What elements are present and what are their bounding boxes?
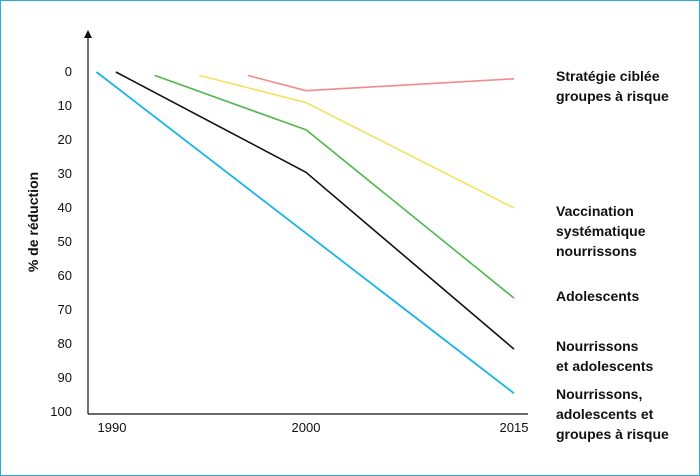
- y-tick-label: 80: [58, 336, 72, 351]
- series-label-line: Vaccination: [556, 203, 634, 219]
- x-tick-label: 2000: [292, 420, 321, 435]
- series-label-line: groupes à risque: [556, 426, 669, 442]
- y-axis-label: % de réduction: [25, 172, 41, 272]
- series-line: [95, 71, 515, 395]
- y-tick-label: 10: [58, 98, 72, 113]
- series-line: [115, 71, 515, 350]
- series-label: Vaccination systématique nourrissons: [556, 203, 646, 259]
- series-line: [247, 74, 515, 92]
- x-tick-label: 2015: [500, 420, 529, 435]
- series-label-line: adolescents et: [556, 406, 654, 422]
- series-line: [154, 74, 515, 299]
- y-axis-arrow-icon: [84, 30, 92, 38]
- series-label: Adolescents: [556, 288, 639, 304]
- y-tick-label: 0: [65, 64, 72, 79]
- series-label: Nourrissons, adolescents et groupes à risq…: [556, 386, 669, 442]
- y-axis-label-group: % de réduction: [25, 172, 41, 272]
- series-labels: Stratégie ciblée groupes à risque Vaccinat…: [556, 68, 669, 442]
- axes: [84, 30, 528, 415]
- series-label-line: Nourrissons: [556, 338, 639, 354]
- series-label-line: Nourrissons,: [556, 386, 642, 402]
- y-tick-label: 90: [58, 370, 72, 385]
- series-label-line: groupes à risque: [556, 88, 669, 104]
- series-label: Nourrissons et adolescents: [556, 338, 653, 374]
- series-label-line: systématique: [556, 223, 646, 239]
- y-tick-label: 50: [58, 234, 72, 249]
- y-tick-label: 40: [58, 200, 72, 215]
- y-tick-label: 20: [58, 132, 72, 147]
- x-tick-label: 1990: [98, 420, 127, 435]
- x-ticks: 1990 2000 2015: [98, 420, 529, 435]
- series-line: [199, 74, 515, 209]
- y-tick-label: 70: [58, 302, 72, 317]
- series-lines: [95, 71, 515, 395]
- y-tick-label: 60: [58, 268, 72, 283]
- series-label-line: nourrissons: [556, 243, 637, 259]
- series-label-line: et adolescents: [556, 358, 653, 374]
- series-label-line: Adolescents: [556, 288, 639, 304]
- y-ticks: 0 10 20 30 40 50 60 70 80 90 100: [50, 64, 72, 419]
- y-tick-label: 30: [58, 166, 72, 181]
- y-tick-label: 100: [50, 404, 72, 419]
- series-label: Stratégie ciblée groupes à risque: [556, 68, 669, 104]
- series-label-line: Stratégie ciblée: [556, 68, 660, 84]
